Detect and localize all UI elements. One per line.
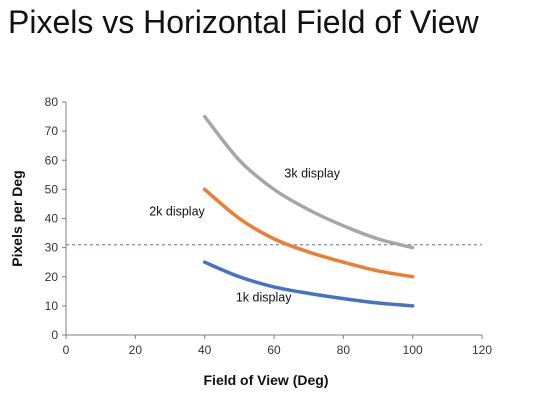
series-label-2k-display: 2k display bbox=[149, 205, 205, 219]
y-tick-label: 70 bbox=[45, 124, 59, 138]
series-line-1k-display bbox=[202, 260, 415, 308]
y-tick-label: 60 bbox=[45, 153, 59, 167]
y-tick-label: 20 bbox=[45, 270, 59, 284]
y-tick-label: 80 bbox=[45, 95, 59, 109]
series-label-3k-display: 3k display bbox=[284, 167, 340, 181]
x-axis-title: Field of View (Deg) bbox=[204, 372, 329, 388]
series-label-1k-display: 1k display bbox=[236, 291, 292, 305]
x-tick-label: 0 bbox=[63, 343, 70, 357]
series-line-3k-display bbox=[202, 114, 415, 250]
chart-title: Pixels vs Horizontal Field of View bbox=[8, 4, 479, 40]
x-tick-label: 60 bbox=[267, 343, 281, 357]
series-line-2k-display bbox=[202, 187, 415, 279]
x-tick-label: 20 bbox=[129, 343, 143, 357]
series-layer: 3k display 2k display 1k display bbox=[149, 114, 415, 308]
x-tick-label: 120 bbox=[472, 343, 492, 357]
y-tick-label: 40 bbox=[45, 212, 59, 226]
y-tick-label: 50 bbox=[45, 182, 59, 196]
y-tick-label: 0 bbox=[51, 328, 58, 342]
x-tick-label: 40 bbox=[198, 343, 212, 357]
axes: 0 20 40 60 80 100 120 0 10 20 30 40 50 60 70 80 bbox=[45, 95, 493, 357]
x-tick-label: 80 bbox=[337, 343, 351, 357]
x-tick-label: 100 bbox=[403, 343, 423, 357]
y-tick-label: 30 bbox=[45, 241, 59, 255]
y-tick-label: 10 bbox=[45, 299, 59, 313]
y-axis-title: Pixels per Deg bbox=[9, 170, 25, 267]
